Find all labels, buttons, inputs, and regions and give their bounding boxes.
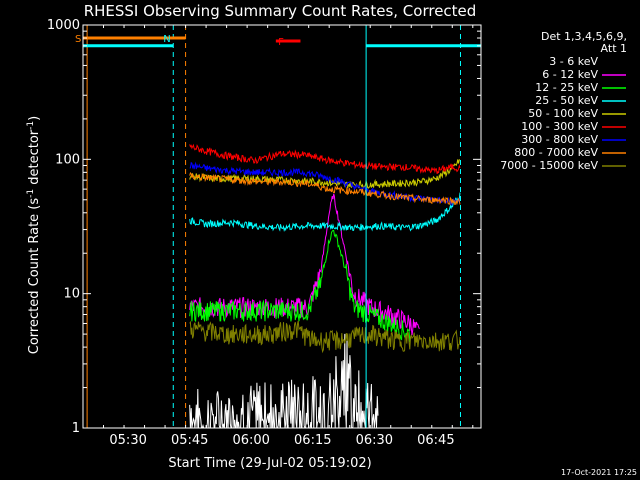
series-line [189,333,379,429]
legend-entry-label: 25 - 50 keV [535,94,598,107]
series-line [189,172,461,206]
legend-entry-label: 12 - 25 keV [535,81,598,94]
x-tick-label: 05:30 [109,433,146,448]
legend-entry-label: 800 - 7000 keV [514,146,598,159]
series-line [189,143,461,174]
y-tick-label: 1000 [47,18,80,33]
legend-entry-label: 3 - 6 keV [549,55,598,68]
x-tick-label: 06:45 [417,433,454,448]
series-line [189,192,461,233]
y-tick-label: 1 [72,421,80,436]
legend-entry-label: 50 - 100 keV [528,107,598,120]
footer-timestamp: 17-Oct-2021 17:25 [561,468,637,477]
y-tick-label: 100 [55,152,80,167]
series-layer [189,143,461,429]
legend-entry-label: 300 - 800 keV [521,133,598,146]
ticks-layer: 1 10 100 1000 05:30 05:45 06:00 06:15 06:30 06:45 [47,18,481,448]
legend-entry-label: 100 - 300 keV [521,120,598,133]
legend-header-att: Att 1 [601,42,627,55]
chart-title: RHESSI Observing Summary Count Rates, Co… [84,2,477,20]
y-tick-label: 10 [63,287,80,302]
x-tick-label: 05:45 [171,433,208,448]
x-tick-label: 06:30 [356,433,393,448]
axes-layer [82,24,482,429]
axes-frame [82,24,482,429]
series-line [189,229,411,342]
flag-label: F [278,37,284,48]
series-line [189,161,461,206]
flag-label: N [163,34,170,45]
x-axis-label: Start Time (29-Jul-02 05:19:02) [168,456,371,471]
x-tick-label: 06:00 [232,433,269,448]
legend-entry-label: 6 - 12 keV [542,68,598,81]
x-tick-label: 06:15 [294,433,331,448]
y-axis-label: Corrected Count Rate (s-1 detector-1) [26,116,42,354]
legend-header: Det 1,3,4,5,6,9, [541,30,627,43]
series-line [189,193,420,336]
series-line [189,320,461,354]
flag-label: S [75,34,81,45]
legend-entry-label: 7000 - 15000 keV [500,159,598,172]
